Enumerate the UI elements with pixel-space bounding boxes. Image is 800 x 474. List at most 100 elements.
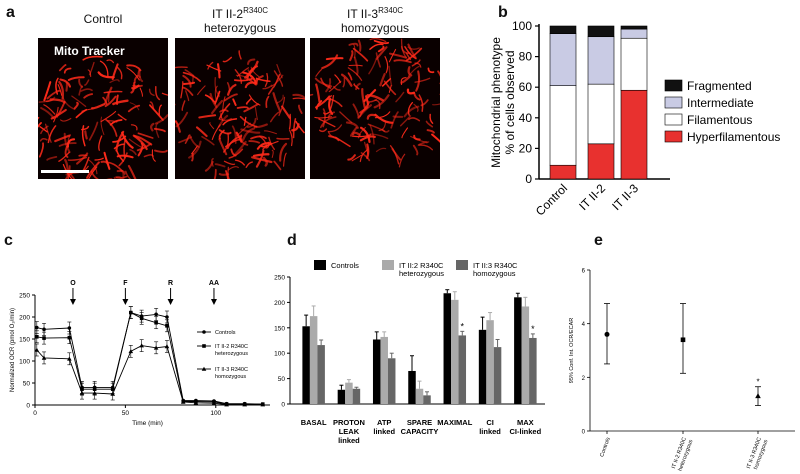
- mitochondrion-strand: [58, 81, 65, 100]
- y-tick-label: 150: [19, 337, 30, 344]
- mitochondrion-strand: [426, 129, 435, 134]
- mitochondrion-strand: [352, 103, 360, 119]
- data-point: [34, 347, 40, 352]
- image-title-homozygous: IT II-3R340C homozygous: [310, 4, 440, 35]
- series-line: [36, 345, 263, 406]
- data-point: [67, 326, 72, 330]
- y-axis-label: 95% Conf. Int. OCR/ECAR: [569, 318, 575, 383]
- mitochondrion-strand: [244, 60, 259, 79]
- mitochondrion-strand: [410, 135, 430, 143]
- mitochondrion-strand: [106, 161, 123, 172]
- x-tick-label: BASAL: [301, 418, 327, 427]
- mitochondrion-strand: [256, 142, 272, 150]
- y-tick-label: 50: [23, 381, 31, 388]
- series-line: [36, 312, 263, 405]
- x-tick-label: CI: [486, 418, 494, 427]
- bar: [387, 358, 396, 404]
- bar: [458, 335, 467, 404]
- mitochondrion-strand: [378, 120, 387, 132]
- mitochondrion-strand: [377, 45, 385, 53]
- data-point: [67, 335, 72, 340]
- mitochondrion-strand: [347, 67, 363, 81]
- mitochondrion-strand: [178, 136, 193, 144]
- image-title-text: Control: [83, 12, 123, 26]
- mitochondrion-strand: [401, 127, 409, 139]
- stacked-bar-segment: [549, 33, 577, 86]
- mitochondrion-strand: [191, 75, 194, 85]
- data-point: [42, 336, 46, 340]
- mitochondrion-strand: [175, 119, 179, 126]
- mitochondrion-strand: [100, 110, 117, 123]
- y-tick-label: 100: [19, 359, 30, 366]
- mitochondrion-strand: [73, 101, 79, 110]
- mitochondrion-strand: [353, 44, 356, 59]
- bar: [309, 316, 318, 404]
- mitochondrion-strand: [43, 81, 52, 102]
- mitochondrion-strand: [352, 131, 361, 136]
- y-tick-label: 2: [582, 376, 586, 382]
- mitochondrion-strand: [389, 145, 400, 165]
- mitochondrion-strand: [105, 118, 118, 137]
- mitochondrion-strand: [315, 68, 323, 77]
- injection-label: R: [168, 280, 173, 287]
- mitochondrion-strand: [359, 105, 369, 114]
- legend-label-line2: homozygous: [473, 269, 516, 278]
- mitochondrion-strand: [253, 123, 268, 129]
- mitochondrion-strand: [250, 66, 260, 78]
- mitochondrion-strand: [38, 96, 56, 103]
- mitochondrion-strand: [383, 80, 397, 96]
- x-tick-label: 100: [210, 410, 221, 417]
- mitochondrion-strand: [411, 59, 421, 67]
- mitochondrion-strand: [295, 120, 305, 134]
- stacked-bar-segment: [620, 28, 648, 39]
- mitochondrion-strand: [389, 52, 408, 59]
- mitochondrion-strand: [188, 140, 202, 159]
- legend-swatch: [664, 113, 683, 126]
- mitochondrion-strand: [374, 113, 394, 124]
- mitochondrion-strand: [223, 160, 236, 166]
- bar: [514, 297, 522, 404]
- mitochondrion-strand: [271, 149, 274, 158]
- mitochondrion-strand: [255, 77, 271, 83]
- data-point: [67, 356, 72, 361]
- data-point: [154, 320, 158, 325]
- mitochondrion-strand: [327, 98, 343, 108]
- mitochondrion-strand: [38, 142, 44, 158]
- scale-bar: [41, 170, 89, 173]
- mitochondrion-strand: [349, 50, 354, 62]
- panel-e-letter: e: [594, 232, 603, 249]
- bar: [337, 389, 346, 404]
- micrograph-image: [38, 55, 168, 179]
- mitochondrion-strand: [226, 83, 237, 96]
- mitochondrion-strand: [99, 60, 109, 77]
- mitochondrion-strand: [94, 157, 104, 161]
- bar: [380, 336, 388, 404]
- y-tick-label: 200: [19, 315, 30, 322]
- panel-b-letter: b: [498, 4, 508, 21]
- mitochondrion-strand: [292, 97, 305, 100]
- mitochondrion-strand: [126, 67, 140, 81]
- mitochondrion-strand: [58, 142, 77, 147]
- data-point: [110, 391, 116, 396]
- image-title-text: IT II-3: [346, 7, 379, 21]
- mitochondrion-strand: [117, 113, 127, 121]
- mitochondrion-strand: [214, 90, 221, 105]
- significance-star: *: [461, 321, 465, 331]
- micrograph-homozygous: [310, 38, 440, 179]
- mitochondrion-strand: [238, 50, 242, 60]
- mitochondrion-strand: [276, 63, 283, 79]
- mitochondrion-strand: [366, 113, 377, 120]
- data-point: [260, 402, 266, 407]
- y-tick-label: 4: [582, 322, 586, 328]
- mitochondrion-strand: [369, 43, 384, 50]
- data-point: [680, 337, 686, 343]
- legend-label: Intermediate: [687, 96, 754, 110]
- mitochondrion-strand: [218, 129, 232, 135]
- mitochondrion-strand: [57, 84, 63, 96]
- mitochondrion-strand: [345, 121, 359, 129]
- mitochondrion-strand: [201, 135, 215, 146]
- mitochondrion-strand: [40, 107, 55, 120]
- mitochondrion-strand: [43, 104, 56, 115]
- mitochondrion-strand: [407, 46, 420, 50]
- series-line: [36, 311, 263, 405]
